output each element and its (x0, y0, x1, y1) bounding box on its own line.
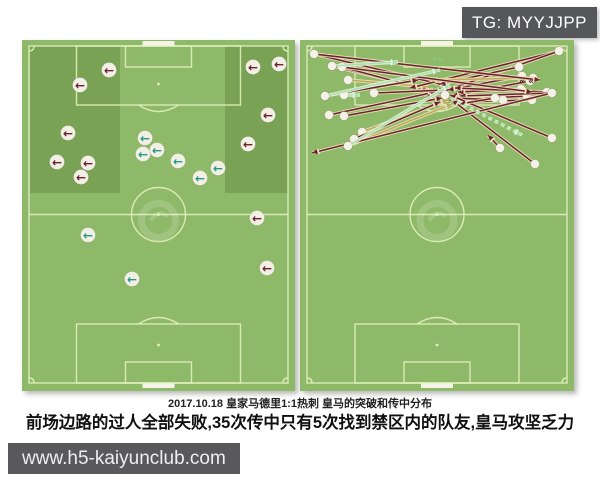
match-caption: 2017.10.18 皇家马德里1:1热刺 皇马的突破和传中分布 (167, 398, 433, 410)
svg-text:←: ← (248, 61, 258, 75)
svg-text:←: ← (140, 132, 150, 146)
svg-text:←: ← (52, 156, 62, 170)
svg-text:←: ← (243, 138, 253, 152)
svg-text:←: ← (138, 148, 148, 162)
svg-text:←: ← (195, 172, 205, 186)
cross-pitch-panel: »» «« (300, 40, 574, 391)
svg-text:«: « (528, 77, 534, 87)
svg-text:←: ← (173, 155, 183, 169)
site-watermark: www.h5-kaiyunclub.com (8, 443, 240, 474)
dribble-pitch-panel: ← ← ← ← ← ← ← ← ← ← ← ← ← ← ← ← ← ← ← ← (22, 40, 295, 391)
svg-text:←: ← (63, 127, 73, 141)
svg-text:←: ← (76, 171, 86, 185)
analysis-headline: 前场边路的过人全部失败,35次传中只有5次找到禁区内的队友,皇马攻坚乏力 (25, 414, 575, 432)
cross-map-pitch: »» « « (306, 41, 568, 388)
svg-text:←: ← (104, 64, 114, 78)
svg-text:←: ← (213, 162, 223, 176)
svg-text:←: ← (274, 58, 284, 72)
svg-text:←: ← (152, 144, 162, 158)
svg-text:←: ← (127, 273, 137, 287)
svg-text:»»: »» (432, 55, 444, 65)
svg-text:←: ← (83, 229, 93, 243)
svg-text:←: ← (262, 262, 272, 276)
svg-text:«: « (519, 77, 525, 87)
telegram-watermark: TG: MYYJJPP (462, 7, 597, 38)
svg-text:←: ← (263, 109, 273, 123)
svg-text:←: ← (252, 212, 262, 226)
svg-text:←: ← (75, 79, 85, 93)
svg-text:←: ← (83, 157, 93, 171)
dribble-map-pitch: ←←← ←←← ←←←←←←←←← ← ←←←← (28, 41, 289, 388)
